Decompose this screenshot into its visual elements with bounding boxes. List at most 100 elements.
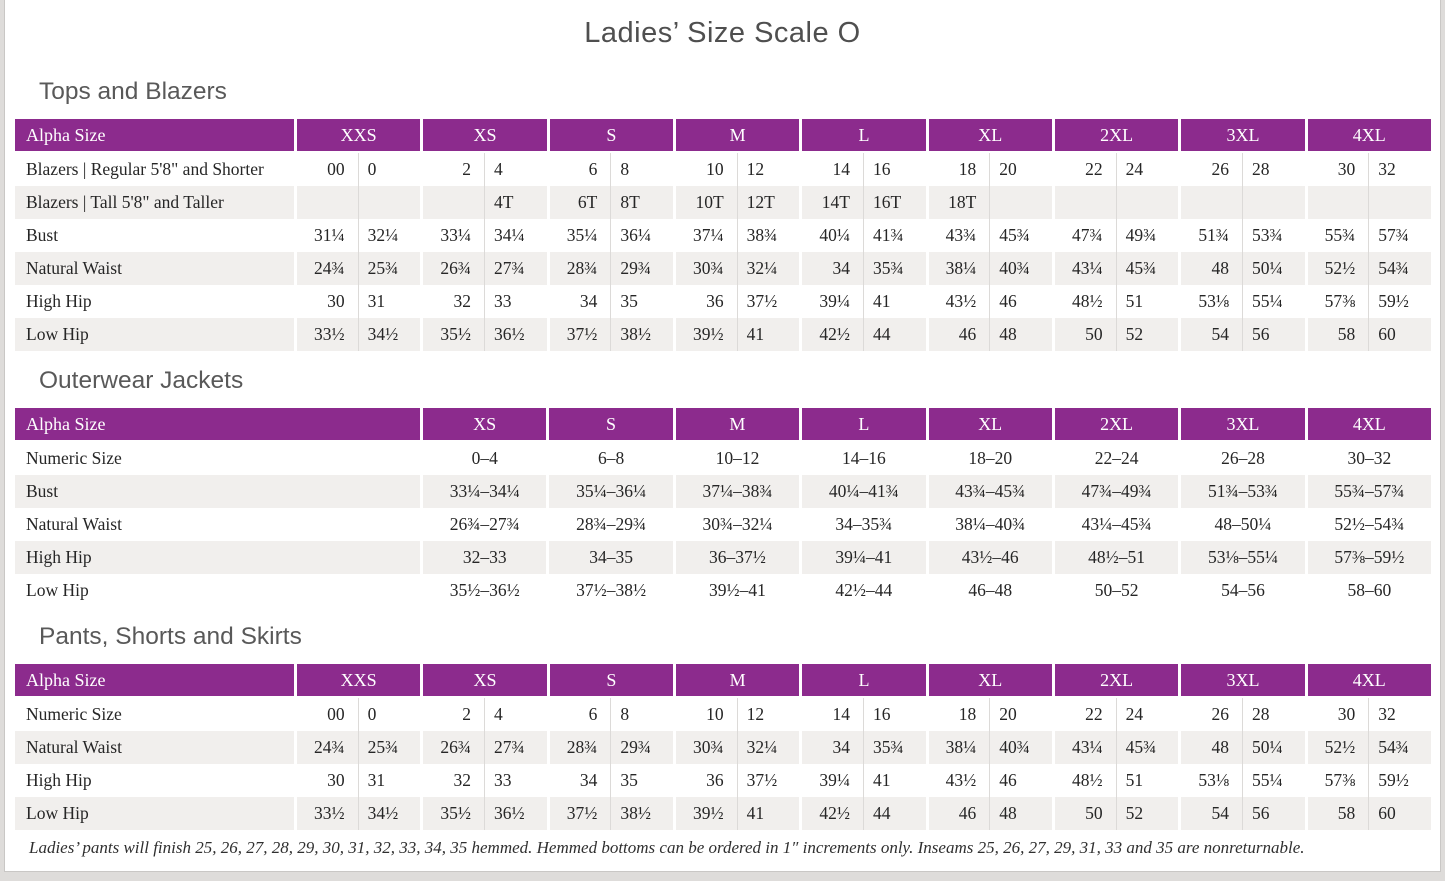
size-value-pair: 26¾ 27¾ (423, 731, 547, 764)
size-value-cell: 48½ (1055, 764, 1117, 797)
size-value-pair: 47¾ 49¾ (1054, 219, 1179, 252)
size-value-cell: 38¼–40¾ (955, 514, 1026, 534)
size-value-cell: 48½–51 (1088, 547, 1145, 567)
size-value-cell: 4 (493, 704, 503, 724)
size-group-header-xs: XS (423, 408, 547, 440)
size-group-header-2xl: 2XL (1054, 664, 1179, 696)
size-value-pair: 28¾ 29¾ (549, 731, 673, 764)
size-value-range: 43¼–45¾ (1054, 508, 1179, 541)
table-row-numeric-size: Numeric Size 00 0 2 4 6 8 10 12 14 16 18 20 22 24 26 28 3… (15, 698, 1431, 731)
size-value-pair: 30 32 (1307, 698, 1431, 731)
size-value-cell: 52 (1125, 324, 1144, 344)
size-value-cell: 39½–41 (709, 580, 766, 600)
size-value-range: 32–33 (423, 541, 547, 574)
size-value-cell: 24 (1125, 704, 1144, 724)
row-label: Natural Waist (15, 731, 294, 764)
size-value-pair: 34 35 (549, 285, 673, 318)
size-value-cell: 14–16 (841, 448, 886, 468)
size-value-cell: 26¾ (423, 731, 485, 764)
size-value-pair: 18 20 (928, 698, 1052, 731)
size-group-header-xs: XS (423, 664, 547, 696)
size-value-pair: 33½ 34½ (297, 318, 421, 351)
size-value-cell: 34½ (367, 803, 399, 823)
size-value-cell: 57⅜ (1308, 764, 1370, 797)
size-value-cell: 39¼ (802, 285, 864, 318)
size-value-cell: 51 (1125, 291, 1144, 311)
row-label: High Hip (15, 541, 420, 574)
size-value-cell: 50¼ (1251, 737, 1283, 757)
size-value-cell: 59½ (1378, 770, 1409, 790)
size-group-header-xs: XS (423, 119, 547, 151)
size-value-range: 43½–46 (928, 541, 1052, 574)
size-value-cell: 54 (1181, 797, 1243, 830)
size-value-cell: 37¼–38¾ (702, 481, 773, 501)
size-value-cell: 33 (493, 291, 512, 311)
size-value-pair: 10T 12T (675, 186, 800, 219)
size-value-cell: 43¼ (1055, 731, 1117, 764)
size-value-cell: 57⅜–59½ (1334, 547, 1405, 567)
size-value-range: 22–24 (1054, 442, 1179, 475)
table-row-natural-waist: Natural Waist 24¾ 25¾ 26¾ 27¾ 28¾ 29¾ 30¾ 32¼ 34 3… (15, 252, 1431, 285)
size-group-header-l: L (802, 119, 926, 151)
size-value-range: 47¾–49¾ (1054, 475, 1179, 508)
size-value-range: 51¾–53¾ (1181, 475, 1305, 508)
size-value-pair: 22 24 (1054, 698, 1179, 731)
size-value-pair: 39½ 41 (675, 318, 800, 351)
row-label: Low Hip (15, 574, 420, 607)
size-value-cell: 37½–38½ (576, 580, 647, 600)
size-value-cell: 36½ (493, 324, 525, 344)
size-value-cell: 35¼–36¼ (576, 481, 647, 501)
size-value-pair: 57⅜ 59½ (1307, 764, 1431, 797)
size-value-cell: 58 (1308, 797, 1370, 830)
size-value-cell: 39¼–41 (835, 547, 893, 567)
size-value-cell: 38½ (620, 324, 651, 344)
size-value-cell: 25¾ (367, 737, 399, 757)
size-group-header-xl: XL (928, 664, 1052, 696)
size-value-cell: 44 (872, 324, 891, 344)
size-value-cell: 6–8 (597, 448, 625, 468)
size-value-cell: 55¾–57¾ (1334, 481, 1405, 501)
size-value-cell: 36 (676, 285, 738, 318)
size-value-cell: 26 (1181, 698, 1243, 731)
table-row-natural-waist: Natural Waist 26¾–27¾ 28¾–29¾ 30¾–32¼ 34–35¾… (15, 508, 1431, 541)
size-value-cell: 10 (676, 153, 738, 186)
size-value-pair: 48½ 51 (1054, 285, 1179, 318)
section-heading-tops-and-blazers: Tops and Blazers (39, 78, 227, 105)
size-value-range: 54–56 (1181, 574, 1305, 607)
size-value-cell: 50–52 (1094, 580, 1139, 600)
size-value-pair: 30¾ 32¼ (675, 252, 800, 285)
size-value-cell: 40¼–41¾ (828, 481, 899, 501)
size-value-pair (1307, 186, 1431, 219)
size-group-header-xxs: XXS (297, 664, 421, 696)
size-value-cell: 39½ (676, 318, 738, 351)
size-value-cell: 60 (1378, 803, 1396, 823)
size-value-cell: 43¾–45¾ (955, 481, 1026, 501)
size-value-cell: 50 (1055, 797, 1117, 830)
size-value-cell: 20 (999, 159, 1017, 179)
size-value-cell: 35 (620, 770, 638, 790)
size-value-range: 35¼–36¼ (549, 475, 673, 508)
size-value-range: 34–35¾ (802, 508, 926, 541)
size-table-tops-and-blazers: Alpha Size XXS XS S M L XL 2XL 3XL 4XL Blazers | R… (15, 119, 1431, 351)
size-value-cell: 40¾ (999, 258, 1030, 278)
size-value-cell: 6 (550, 153, 612, 186)
size-value-cell: 48 (999, 324, 1017, 344)
size-value-cell: 32 (1378, 159, 1396, 179)
size-group-header-s: S (549, 664, 673, 696)
size-value-cell: 30–32 (1347, 448, 1392, 468)
size-value-cell: 14T (802, 186, 864, 219)
size-value-range: 37¼–38¾ (675, 475, 800, 508)
size-value-pair: 32 33 (423, 285, 547, 318)
size-value-cell: 35½–36½ (449, 580, 520, 600)
size-value-cell: 35½ (423, 318, 485, 351)
size-value-pair: 48 50¼ (1181, 252, 1305, 285)
size-value-cell: 51¾–53¾ (1207, 481, 1278, 501)
size-value-cell: 16T (872, 192, 902, 212)
size-value-cell: 53⅛–55¼ (1207, 547, 1278, 567)
size-value-cell: 37½ (746, 770, 778, 790)
size-value-pair: 18T (928, 186, 1052, 219)
size-group-header-s: S (549, 408, 673, 440)
size-group-header-3xl: 3XL (1181, 664, 1305, 696)
